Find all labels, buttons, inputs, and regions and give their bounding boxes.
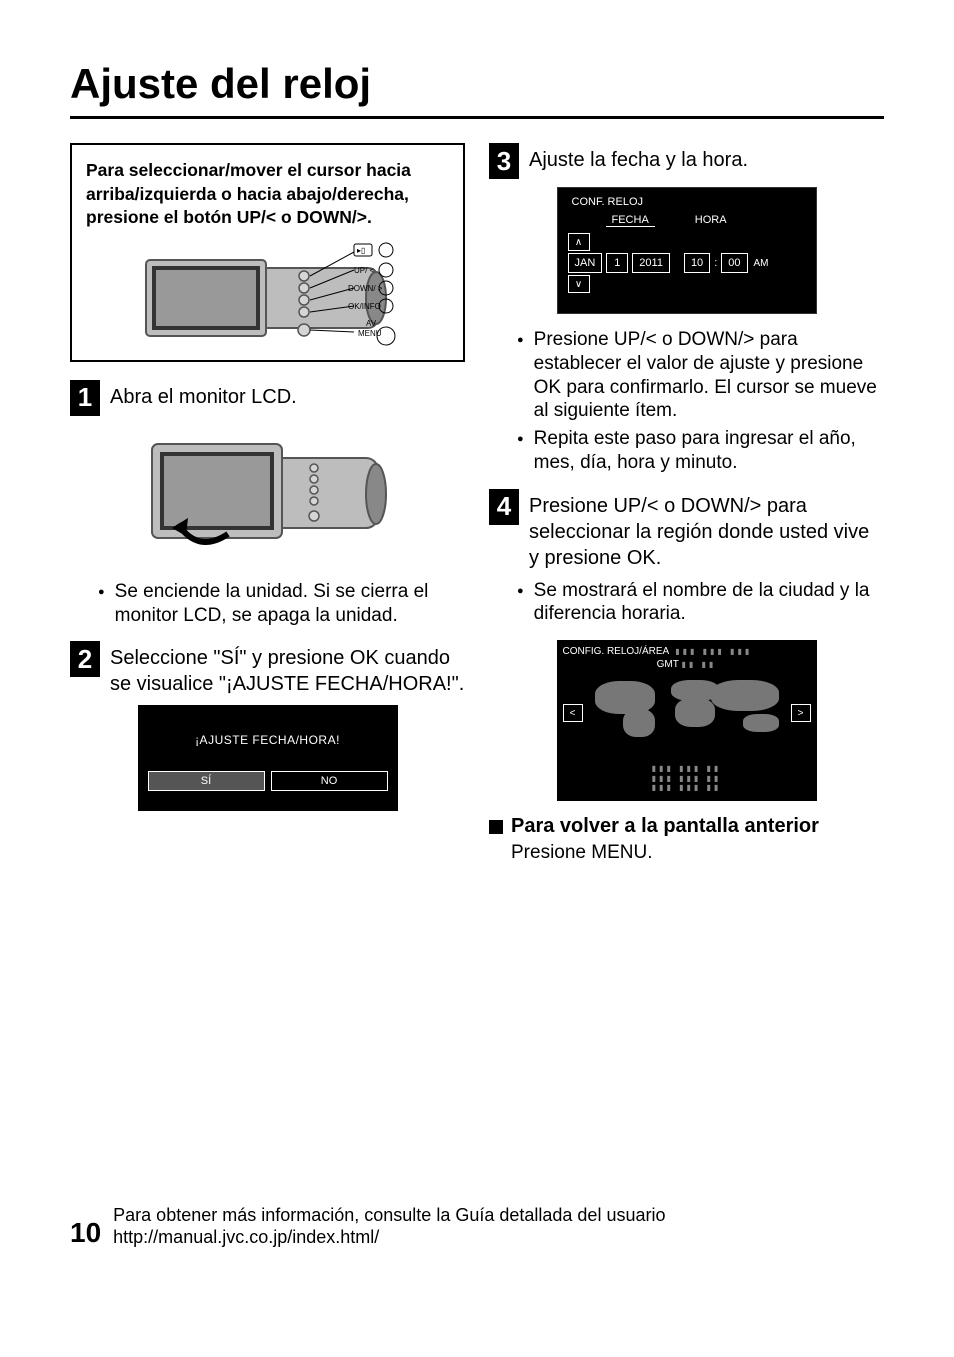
menu-label: MENU: [358, 329, 382, 338]
day-cell[interactable]: 1: [606, 253, 628, 273]
year-cell[interactable]: 2011: [632, 253, 670, 273]
hour-cell[interactable]: 10: [684, 253, 710, 273]
date-time-screen: CONF. RELOJ FECHA HORA ∧ JAN ∨ 1 2011 10…: [557, 187, 817, 314]
date-tab-fecha: FECHA: [606, 214, 655, 227]
step-1: 1 Abra el monitor LCD.: [70, 380, 465, 416]
date-tab-hora: HORA: [695, 214, 727, 227]
down-label: DOWN/ >: [348, 284, 383, 293]
screen-yes-button[interactable]: SÍ: [148, 771, 265, 791]
ok-label: OK/INFO: [348, 302, 381, 311]
footer-line1: Para obtener más información, consulte l…: [113, 1204, 665, 1227]
footer-url: http://manual.jvc.co.jp/index.html/: [113, 1226, 665, 1249]
step3-bullet-2: Repita este paso para ingresar el año, m…: [517, 427, 884, 475]
step-number: 1: [70, 380, 100, 416]
av-label: AV: [366, 319, 377, 328]
intro-text: Para seleccionar/mover el cursor hacia a…: [86, 159, 449, 230]
step-text: Presione UP/< o DOWN/> para seleccionar …: [529, 489, 884, 571]
step-text: Seleccione "SÍ" y presione OK cuando se …: [110, 641, 465, 697]
month-cell[interactable]: JAN: [568, 253, 603, 273]
world-map-icon: [587, 674, 787, 746]
region-screen: CONFIG. RELOJ/ÁREA ▮▮▮ ▮▮▮ ▮▮▮ GMT ▮▮ ▮▮…: [557, 640, 817, 801]
map-placeholder-bars: ▮▮▮ ▮▮▮ ▮▮▮▮▮ ▮▮▮ ▮▮▮▮▮ ▮▮▮ ▮▮: [563, 764, 811, 793]
back-section: Para volver a la pantalla anterior: [489, 815, 884, 838]
step-4: 4 Presione UP/< o DOWN/> para selecciona…: [489, 489, 884, 571]
square-bullet-icon: [489, 820, 503, 834]
step-number: 2: [70, 641, 100, 677]
camera-open-illustration: [128, 424, 408, 574]
step1-bullet: Se enciende la unidad. Si se cierra el m…: [98, 580, 465, 628]
map-title: CONFIG. RELOJ/ÁREA: [563, 646, 670, 657]
date-screen-header: CONF. RELOJ: [566, 196, 808, 208]
step-number: 3: [489, 143, 519, 179]
step3-bullet-1: Presione UP/< o DOWN/> para establecer e…: [517, 328, 884, 423]
gmt-label: GMT: [657, 659, 679, 670]
step-3: 3 Ajuste la fecha y la hora.: [489, 143, 884, 179]
up-arrow-button[interactable]: ∧: [568, 233, 590, 251]
screen-no-button[interactable]: NO: [271, 771, 388, 791]
intro-box: Para seleccionar/mover el cursor hacia a…: [70, 143, 465, 362]
page-footer: 10 Para obtener más información, consult…: [70, 1204, 884, 1249]
region-prev-button[interactable]: <: [563, 704, 583, 722]
camera-controls-illustration: ▸▯ UP/ < DOWN/ > OK/INFO AV MENU: [118, 240, 418, 350]
up-label: UP/ <: [354, 266, 375, 275]
play-icon: ▸▯: [357, 246, 365, 255]
time-sep: :: [714, 257, 717, 269]
step-2: 2 Seleccione "SÍ" y presione OK cuando s…: [70, 641, 465, 697]
ampm-label: AM: [754, 258, 769, 269]
right-column: 3 Ajuste la fecha y la hora. CONF. RELOJ…: [489, 143, 884, 864]
step-number: 4: [489, 489, 519, 525]
page-title: Ajuste del reloj: [70, 60, 884, 119]
screen-prompt-text: ¡AJUSTE FECHA/HORA!: [148, 733, 388, 747]
step4-bullet: Se mostrará el nombre de la ciudad y la …: [517, 579, 884, 627]
step-text: Ajuste la fecha y la hora.: [529, 143, 748, 173]
back-text: Presione MENU.: [511, 842, 884, 864]
minute-cell[interactable]: 00: [721, 253, 747, 273]
left-column: Para seleccionar/mover el cursor hacia a…: [70, 143, 465, 864]
step-text: Abra el monitor LCD.: [110, 380, 297, 410]
down-arrow-button[interactable]: ∨: [568, 275, 590, 293]
back-title: Para volver a la pantalla anterior: [511, 815, 819, 838]
page-number: 10: [70, 1217, 101, 1249]
prompt-screen: ¡AJUSTE FECHA/HORA! SÍ NO: [138, 705, 398, 811]
region-next-button[interactable]: >: [791, 704, 811, 722]
